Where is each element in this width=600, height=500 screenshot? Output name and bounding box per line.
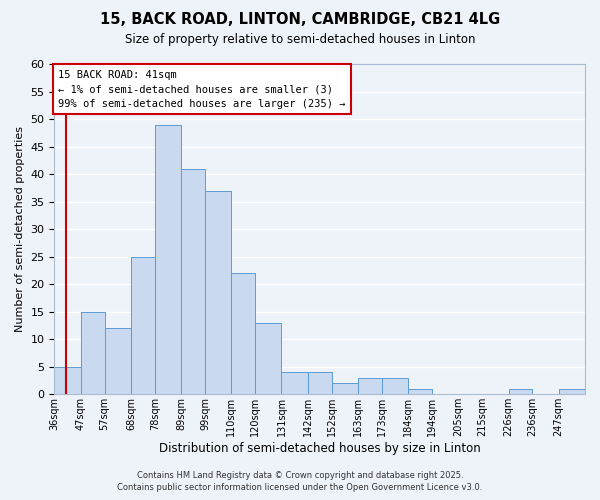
Bar — [358, 378, 382, 394]
Bar — [131, 256, 155, 394]
Bar — [104, 328, 131, 394]
Bar — [281, 372, 308, 394]
Text: 15, BACK ROAD, LINTON, CAMBRIDGE, CB21 4LG: 15, BACK ROAD, LINTON, CAMBRIDGE, CB21 4… — [100, 12, 500, 28]
Bar — [155, 124, 181, 394]
Y-axis label: Number of semi-detached properties: Number of semi-detached properties — [15, 126, 25, 332]
Bar — [205, 190, 231, 394]
Bar — [559, 389, 585, 394]
Bar — [255, 322, 281, 394]
Text: Contains HM Land Registry data © Crown copyright and database right 2025.
Contai: Contains HM Land Registry data © Crown c… — [118, 471, 482, 492]
Bar — [509, 389, 532, 394]
Bar — [231, 273, 255, 394]
Bar — [382, 378, 408, 394]
Bar — [332, 384, 358, 394]
Bar — [80, 312, 104, 394]
Text: 15 BACK ROAD: 41sqm
← 1% of semi-detached houses are smaller (3)
99% of semi-det: 15 BACK ROAD: 41sqm ← 1% of semi-detache… — [58, 70, 346, 109]
Text: Size of property relative to semi-detached houses in Linton: Size of property relative to semi-detach… — [125, 32, 475, 46]
Bar — [308, 372, 332, 394]
X-axis label: Distribution of semi-detached houses by size in Linton: Distribution of semi-detached houses by … — [159, 442, 481, 455]
Bar — [408, 389, 432, 394]
Bar — [181, 168, 205, 394]
Bar — [55, 367, 80, 394]
